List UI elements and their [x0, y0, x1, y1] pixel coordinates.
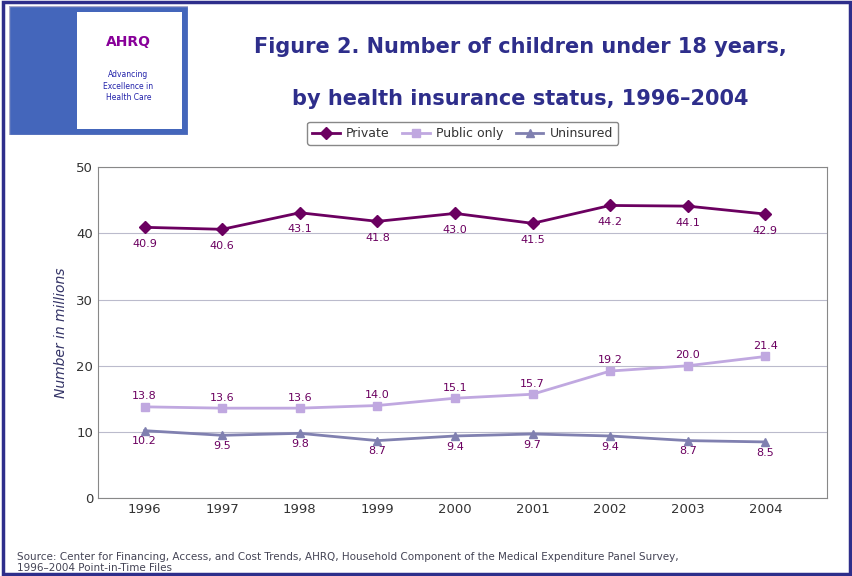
Text: 14.0: 14.0 — [365, 390, 389, 400]
Text: 8.7: 8.7 — [368, 446, 386, 456]
Text: 43.0: 43.0 — [442, 225, 467, 235]
Text: 13.6: 13.6 — [287, 393, 312, 403]
Text: 15.7: 15.7 — [520, 378, 544, 389]
Text: Advancing
Excellence in
Health Care: Advancing Excellence in Health Care — [103, 70, 153, 103]
Text: 13.6: 13.6 — [210, 393, 234, 403]
Text: 9.4: 9.4 — [601, 442, 619, 452]
Text: 44.1: 44.1 — [675, 218, 699, 228]
Text: 9.4: 9.4 — [446, 442, 463, 452]
Text: Figure 2. Number of children under 18 years,: Figure 2. Number of children under 18 ye… — [254, 37, 786, 57]
Y-axis label: Number in millions: Number in millions — [54, 267, 68, 398]
Text: 43.1: 43.1 — [287, 224, 312, 234]
FancyBboxPatch shape — [9, 6, 187, 135]
Text: 41.8: 41.8 — [365, 233, 389, 243]
Legend: Private, Public only, Uninsured: Private, Public only, Uninsured — [307, 122, 618, 145]
Text: 40.6: 40.6 — [210, 241, 234, 251]
Text: 8.7: 8.7 — [678, 446, 696, 456]
Text: 20.0: 20.0 — [675, 350, 699, 360]
Text: 19.2: 19.2 — [597, 355, 622, 365]
Text: 15.1: 15.1 — [442, 382, 467, 393]
Text: 9.8: 9.8 — [291, 439, 308, 449]
Text: 10.2: 10.2 — [132, 436, 157, 446]
Text: 8.5: 8.5 — [756, 448, 774, 457]
Text: Source: Center for Financing, Access, and Cost Trends, AHRQ, Household Component: Source: Center for Financing, Access, an… — [17, 552, 678, 573]
Text: 42.9: 42.9 — [752, 226, 777, 236]
Text: 13.8: 13.8 — [132, 391, 157, 401]
Text: 40.9: 40.9 — [132, 239, 157, 249]
Text: 9.7: 9.7 — [523, 439, 541, 450]
Text: AHRQ: AHRQ — [106, 35, 151, 49]
Text: 44.2: 44.2 — [597, 217, 622, 227]
Text: 21.4: 21.4 — [752, 341, 777, 351]
Text: 41.5: 41.5 — [520, 235, 544, 245]
Text: by health insurance status, 1996–2004: by health insurance status, 1996–2004 — [291, 89, 748, 109]
FancyBboxPatch shape — [77, 12, 182, 129]
Text: 9.5: 9.5 — [213, 441, 231, 451]
